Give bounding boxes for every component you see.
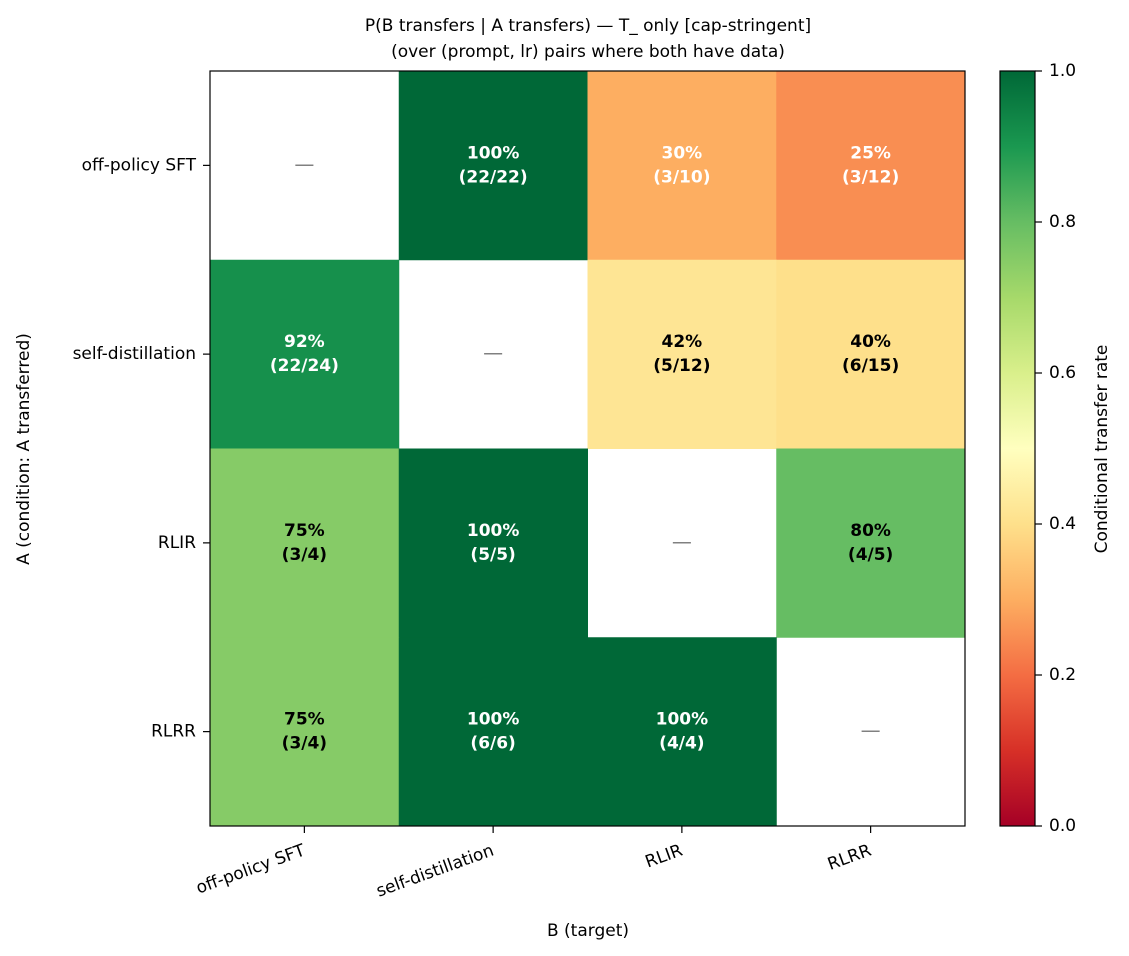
cell-count-label: (5/12) [653, 356, 710, 376]
heatmap-cell [587, 71, 777, 261]
cell-count-label: (3/10) [653, 167, 710, 187]
y-tick-label: RLRR [151, 722, 196, 742]
cell-value-label: 80% [850, 521, 891, 541]
heatmap-cell [776, 71, 966, 261]
diagonal-label: — [294, 152, 314, 176]
y-tick-label: off-policy SFT [82, 155, 197, 175]
heatmap-cell [398, 448, 588, 638]
x-axis-label: B (target) [547, 921, 629, 941]
colorbar-tick-label: 0.2 [1049, 665, 1076, 685]
y-tick-label: RLIR [158, 533, 196, 553]
colorbar-tick-label: 1.0 [1049, 61, 1076, 81]
cell-value-label: 75% [284, 710, 325, 730]
cell-value-label: 100% [467, 521, 520, 541]
x-tick-label: RLRR [825, 841, 874, 875]
colorbar [999, 70, 1036, 827]
chart-title: P(B transfers | A transfers) — T_ only [… [365, 16, 811, 36]
cell-value-label: 92% [284, 332, 325, 352]
x-tick-label: self-distillation [374, 841, 497, 902]
cell-count-label: (6/6) [470, 734, 515, 754]
cell-count-label: (22/22) [459, 167, 528, 187]
heatmap-cell [210, 448, 400, 638]
colorbar-tick-label: 0.0 [1049, 816, 1076, 836]
cell-value-label: 100% [467, 143, 520, 163]
cell-value-label: 75% [284, 521, 325, 541]
colorbar-tick-label: 0.4 [1049, 514, 1076, 534]
cell-value-label: 40% [850, 332, 891, 352]
colorbar-tick-label: 0.8 [1049, 212, 1076, 232]
cell-count-label: (4/4) [659, 734, 704, 754]
cell-value-label: 100% [467, 710, 520, 730]
x-tick-label: off-policy SFT [193, 840, 308, 898]
cell-count-label: (5/5) [470, 545, 515, 565]
x-tick-label: RLIR [643, 841, 686, 873]
heatmap-cell [398, 71, 588, 261]
cell-value-label: 42% [662, 332, 703, 352]
heatmap-cell [210, 637, 400, 827]
heatmap-cell [398, 637, 588, 827]
diagonal-label: — [672, 529, 692, 553]
cell-value-label: 30% [662, 143, 703, 163]
cell-count-label: (3/4) [282, 734, 327, 754]
diagonal-label: — [861, 718, 881, 742]
heatmap-cell [587, 259, 777, 449]
cell-count-label: (6/15) [842, 356, 899, 376]
heatmap-cell [587, 637, 777, 827]
heatmap-cell [776, 448, 966, 638]
heatmap-cell [776, 259, 966, 449]
colorbar-label: Conditional transfer rate [1092, 345, 1112, 554]
y-axis-label: A (condition: A transferred) [14, 333, 34, 565]
colorbar-tick-label: 0.6 [1049, 363, 1076, 383]
diagonal-label: — [483, 341, 503, 365]
chart-subtitle: (over (prompt, lr) pairs where both have… [391, 42, 785, 62]
y-tick-label: self-distillation [73, 344, 196, 364]
cell-count-label: (4/5) [848, 545, 893, 565]
cell-count-label: (3/12) [842, 167, 899, 187]
cell-count-label: (22/24) [270, 356, 339, 376]
cell-value-label: 100% [656, 710, 709, 730]
cell-count-label: (3/4) [282, 545, 327, 565]
plot-frame [209, 70, 966, 827]
cell-value-label: 25% [850, 143, 891, 163]
heatmap-cell [210, 259, 400, 449]
